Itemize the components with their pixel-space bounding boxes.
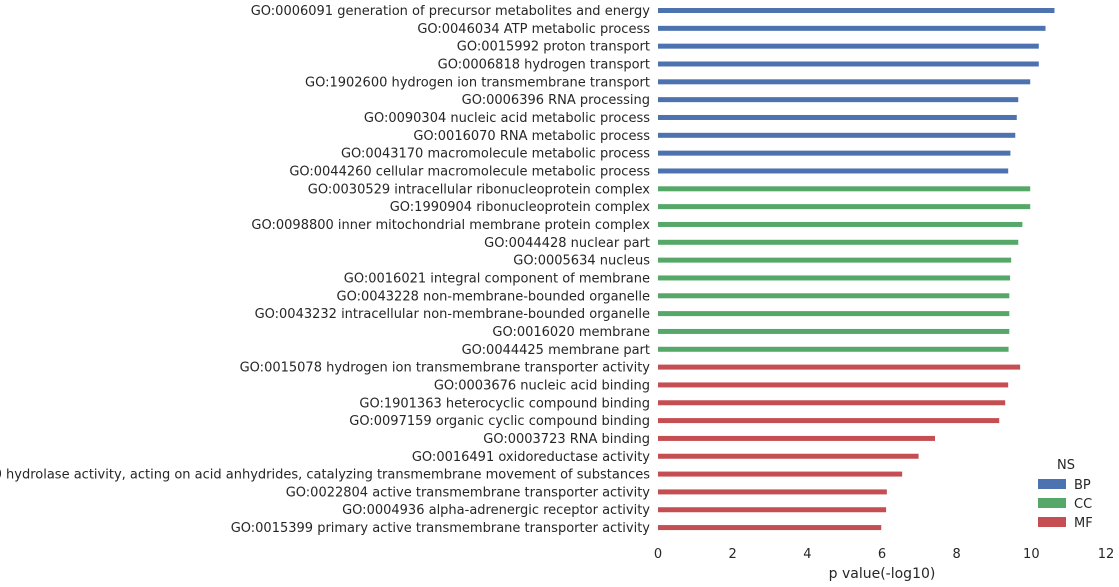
bar-mf [658,364,1021,370]
legend-label: BP [1074,478,1091,493]
legend-label: MF [1074,516,1093,531]
x-tick-label: 0 [654,547,662,562]
bar-bp [658,79,1031,85]
category-label: GO:0016020 membrane [492,325,650,340]
x-axis-title: p value(-log10) [829,566,936,582]
bar-mf [658,418,1000,424]
category-label: GO:1901363 heterocyclic compound binding [359,396,650,411]
category-label: GO:1902600 hydrogen ion transmembrane tr… [305,75,650,90]
category-label: GO:0044428 nuclear part [484,236,650,251]
category-label: GO:0044425 membrane part [462,343,650,358]
bar-cc [658,239,1019,245]
bar-bp [658,25,1046,31]
bar-bp [658,97,1019,103]
x-tick-label: 10 [1023,547,1040,562]
bar-cc [658,204,1031,210]
bar-cc [658,328,1010,334]
category-label: GO:0003676 nucleic acid binding [434,378,650,393]
bar-mf [658,489,887,495]
category-label: GO:0005634 nucleus [513,254,650,269]
category-label: GO:0043232 intracellular non-membrane-bo… [255,307,650,322]
x-tick-label: 6 [878,547,886,562]
bar-cc [658,221,1023,227]
x-tick-label: 12 [1098,547,1115,562]
x-tick-label: 2 [729,547,737,562]
bar-mf [658,400,1006,406]
legend-swatch-cc [1038,498,1066,508]
category-label: GO:0006091 generation of precursor metab… [251,4,651,19]
category-label: GO:1990904 ribonucleoprotein complex [390,200,651,215]
bar-mf [658,382,1009,388]
category-label: GO:0098800 inner mitochondrial membrane … [251,218,650,233]
legend-title: NS [1057,458,1075,473]
x-tick-label: 8 [953,547,961,562]
category-label: GO:0030529 intracellular ribonucleoprote… [308,182,651,197]
bar-cc [658,311,1010,317]
bar-bp [658,132,1016,138]
legend-swatch-bp [1038,479,1066,489]
legend: NS BP CC MF [1038,458,1093,531]
x-tick-label: 4 [803,547,811,562]
category-label: GO:0006396 RNA processing [462,93,650,108]
category-label: GO:0097159 organic cyclic compound bindi… [349,414,650,429]
bar-mf [658,435,936,441]
bar-mf [658,471,903,477]
category-label: GO:0090304 nucleic acid metabolic proces… [364,111,650,126]
bar-mf [658,525,882,531]
category-label: GO:0016491 oxidoreductase activity [412,450,650,465]
bar-cc [658,346,1009,352]
legend-label: CC [1074,497,1092,512]
bar-cc [658,275,1011,281]
category-label: GO:0043170 macromolecule metabolic proce… [341,147,650,162]
category-label: GO:0015399 primary active transmembrane … [231,521,651,536]
bar-mf [658,453,919,459]
bar-bp [658,168,1009,174]
category-label: GO:0016820 hydrolase activity, acting on… [0,468,650,483]
bar-cc [658,186,1031,192]
category-labels: GO:0006091 generation of precursor metab… [0,4,650,536]
x-axis: 0 2 4 6 8 10 12 [654,547,1114,562]
category-label: GO:0003723 RNA binding [483,432,650,447]
bar-bp [658,8,1055,13]
category-label: GO:0016070 RNA metabolic process [413,129,650,144]
category-label: GO:0015992 proton transport [457,40,650,55]
category-label: GO:0044260 cellular macromolecule metabo… [289,164,650,179]
bar-mf [658,507,887,513]
bars-layer [658,8,1055,531]
bar-cc [658,293,1010,299]
category-label: GO:0022804 active transmembrane transpor… [286,485,651,500]
category-label: GO:0043228 non-membrane-bounded organell… [337,289,651,304]
category-label: GO:0004936 alpha-adrenergic receptor act… [342,503,650,518]
bar-bp [658,61,1039,67]
bar-bp [658,43,1039,49]
category-label: GO:0006818 hydrogen transport [438,57,650,72]
bar-bp [658,150,1011,156]
category-label: GO:0016021 integral component of membran… [344,271,650,286]
category-label: GO:0046034 ATP metabolic process [417,22,650,37]
category-label: GO:0015078 hydrogen ion transmembrane tr… [240,361,651,376]
bar-cc [658,257,1012,263]
bar-bp [658,114,1017,120]
legend-swatch-mf [1038,517,1066,527]
